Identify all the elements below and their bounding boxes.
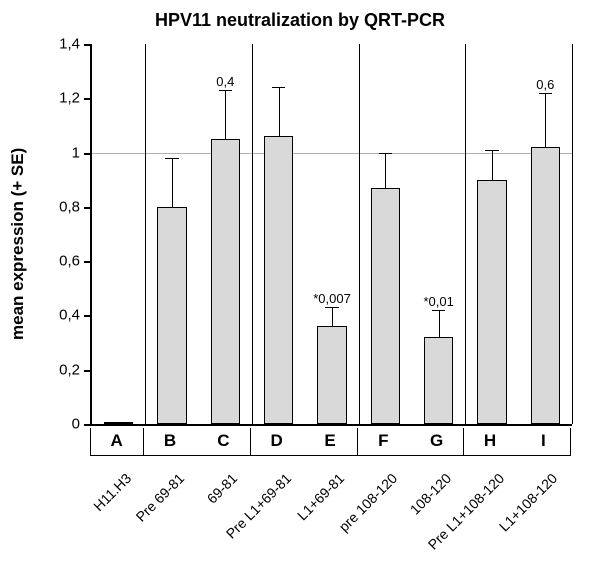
y-tick-label: 1,4 — [59, 36, 80, 53]
chart-title: HPV11 neutralization by QRT-PCR — [0, 10, 600, 31]
y-tick — [84, 207, 92, 209]
error-bar — [545, 93, 546, 147]
letter-separator — [463, 428, 464, 456]
y-tick-label: 0 — [72, 416, 80, 433]
bar — [317, 326, 346, 424]
panel-separator — [145, 44, 146, 424]
error-bar — [385, 153, 386, 188]
error-bar-cap — [219, 90, 232, 91]
y-tick-label: 1,2 — [59, 90, 80, 107]
letter-separator — [570, 428, 571, 456]
error-bar-cap — [432, 310, 445, 311]
y-tick — [84, 153, 92, 155]
error-bar-cap — [379, 153, 392, 154]
error-bar — [279, 87, 280, 136]
reference-line — [92, 153, 572, 154]
x-tick-label: 69-81 — [204, 470, 241, 507]
y-tick — [84, 424, 92, 426]
letter-separator — [357, 428, 358, 456]
bar — [104, 422, 133, 424]
panel-separator — [359, 44, 360, 424]
panel-separator — [465, 44, 466, 424]
bar-chart: HPV11 neutralization by QRT-PCR mean exp… — [0, 0, 600, 570]
x-tick-label: H11.H3 — [90, 470, 134, 514]
letter-band: A B C D E F G H I — [90, 428, 570, 456]
error-bar — [439, 310, 440, 337]
error-bar-cap — [539, 93, 552, 94]
letter-separator — [90, 428, 91, 456]
error-bar — [492, 150, 493, 180]
y-tick — [84, 44, 92, 46]
bar-annotation: *0,01 — [423, 294, 453, 309]
error-bar — [332, 307, 333, 326]
panel-separator — [252, 44, 253, 424]
bar — [371, 188, 400, 424]
y-tick — [84, 98, 92, 100]
bar — [264, 136, 293, 424]
error-bar — [225, 90, 226, 139]
y-tick — [84, 315, 92, 317]
y-axis-label: mean expression (+ SE) — [8, 148, 28, 340]
category-letter: A — [111, 431, 123, 451]
x-tick-label: L1+69-81 — [294, 470, 347, 523]
y-tick-label: 0,6 — [59, 253, 80, 270]
x-tick-label: Pre 69-81 — [133, 470, 188, 525]
y-tick-label: 1 — [72, 144, 80, 161]
category-letter: D — [271, 431, 283, 451]
x-tick-label: 108-120 — [406, 470, 454, 518]
plot-right-border — [572, 44, 573, 424]
bar-annotation: 0,4 — [216, 74, 234, 89]
bar-annotation: 0,6 — [536, 77, 554, 92]
y-tick-label: 0,8 — [59, 198, 80, 215]
category-letter: E — [324, 431, 335, 451]
error-bar-cap — [165, 158, 178, 159]
error-bar-cap — [485, 150, 498, 151]
error-bar-cap — [272, 87, 285, 88]
category-letter: F — [378, 431, 388, 451]
category-letter: H — [484, 431, 496, 451]
category-letter: B — [164, 431, 176, 451]
y-tick-label: 0,2 — [59, 361, 80, 378]
bar — [531, 147, 560, 424]
category-letter: C — [217, 431, 229, 451]
y-tick — [84, 370, 92, 372]
category-letter: G — [430, 431, 443, 451]
letter-separator — [143, 428, 144, 456]
bar — [211, 139, 240, 424]
bar — [424, 337, 453, 424]
letter-separator — [250, 428, 251, 456]
plot-area: 00,20,40,60,811,21,40,4*0,007*0,010,6 — [90, 44, 572, 426]
error-bar-cap — [325, 307, 338, 308]
bar — [477, 180, 506, 424]
bar — [157, 207, 186, 424]
letter-band-bottom — [90, 455, 570, 456]
error-bar — [172, 158, 173, 207]
bar-annotation: *0,007 — [313, 291, 351, 306]
y-tick-label: 0,4 — [59, 307, 80, 324]
y-tick — [84, 261, 92, 263]
category-letter: I — [541, 431, 546, 451]
